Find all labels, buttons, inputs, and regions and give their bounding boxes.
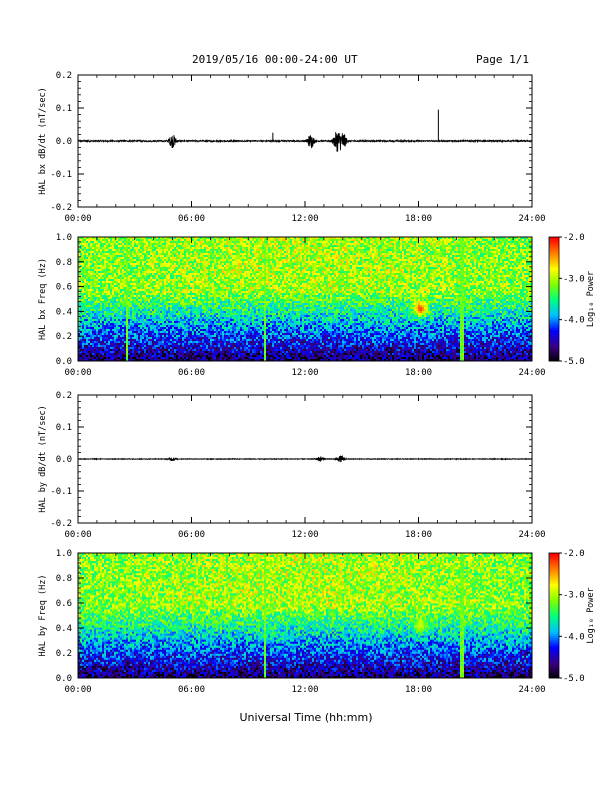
figure-title: 2019/05/16 00:00-24:00 UT [192,53,358,66]
y-tick-label: 0.8 [56,258,72,268]
y-tick-label: 1.0 [56,233,72,243]
y-tick-label: 0.2 [56,332,72,342]
y-tick-label: 0.0 [56,455,72,465]
x-tick-label: 24:00 [518,214,545,224]
spectrogram-cells [78,237,533,362]
y-tick-label: 0.0 [56,357,72,367]
y-axis-label: HAL bx dB/dt (nT/sec) [38,87,48,194]
page-number: Page 1/1 [476,53,529,66]
x-tick-label: 06:00 [178,530,205,540]
y-tick-label: 0.0 [56,674,72,684]
x-tick-label: 00:00 [64,368,91,378]
colorbar-tick-label: -3.0 [563,274,585,284]
y-tick-label: -0.1 [50,170,72,180]
y-tick-label: 0.2 [56,391,72,401]
x-tick-label: 06:00 [178,214,205,224]
x-tick-label: 24:00 [518,368,545,378]
colorbar [549,237,559,362]
x-tick-label: 00:00 [64,214,91,224]
colorbar-tick-label: -4.0 [563,632,585,642]
y-tick-label: 0.2 [56,71,72,81]
y-tick-label: 0.6 [56,283,72,293]
y-tick-label: -0.2 [50,203,72,213]
y-tick-label: 1.0 [56,549,72,559]
x-tick-label: 18:00 [405,368,432,378]
x-tick-label: 12:00 [291,685,318,695]
x-tick-label: 12:00 [291,368,318,378]
y-tick-label: 0.2 [56,649,72,659]
y-tick-label: 0.4 [56,624,72,634]
y-tick-label: 0.0 [56,137,72,147]
y-tick-label: 0.1 [56,423,72,433]
y-tick-label: -0.2 [50,519,72,529]
colorbar-label: Log₁₀ Power [586,587,596,643]
spectrogram-cells [78,553,533,679]
x-tick-label: 12:00 [291,530,318,540]
y-axis-label: HAL by Freq (Hz) [38,575,48,657]
colorbar-frame [548,552,560,679]
x-axis-label: Universal Time (hh:mm) [0,711,612,724]
colorbar [549,553,559,679]
colorbar-label: Log₁₀ Power [586,271,596,327]
colorbar-tick-label: -2.0 [563,549,585,559]
x-tick-label: 06:00 [178,368,205,378]
dbdt-series-line [77,132,533,152]
y-axis-label: HAL by dB/dt (nT/sec) [38,405,48,512]
x-tick-label: 00:00 [64,530,91,540]
colorbar-frame [548,236,560,362]
x-tick-label: 18:00 [405,685,432,695]
y-axis-label: HAL bx Freq (Hz) [38,258,48,340]
x-tick-label: 06:00 [178,685,205,695]
x-tick-label: 18:00 [405,214,432,224]
y-tick-label: 0.4 [56,307,72,317]
colorbar-tick-label: -5.0 [563,674,585,684]
colorbar-tick-label: -5.0 [563,357,585,367]
colorbar-tick-label: -4.0 [563,316,585,326]
colorbar-tick-label: -2.0 [563,233,585,243]
x-tick-label: 24:00 [518,530,545,540]
x-tick-label: 24:00 [518,685,545,695]
x-tick-label: 12:00 [291,214,318,224]
y-tick-label: 0.8 [56,574,72,584]
y-tick-label: 0.1 [56,104,72,114]
y-tick-label: -0.1 [50,487,72,497]
x-tick-label: 18:00 [405,530,432,540]
dbdt-series-line [77,454,533,463]
colorbar-tick-label: -3.0 [563,591,585,601]
x-tick-label: 00:00 [64,685,91,695]
y-tick-label: 0.6 [56,599,72,609]
